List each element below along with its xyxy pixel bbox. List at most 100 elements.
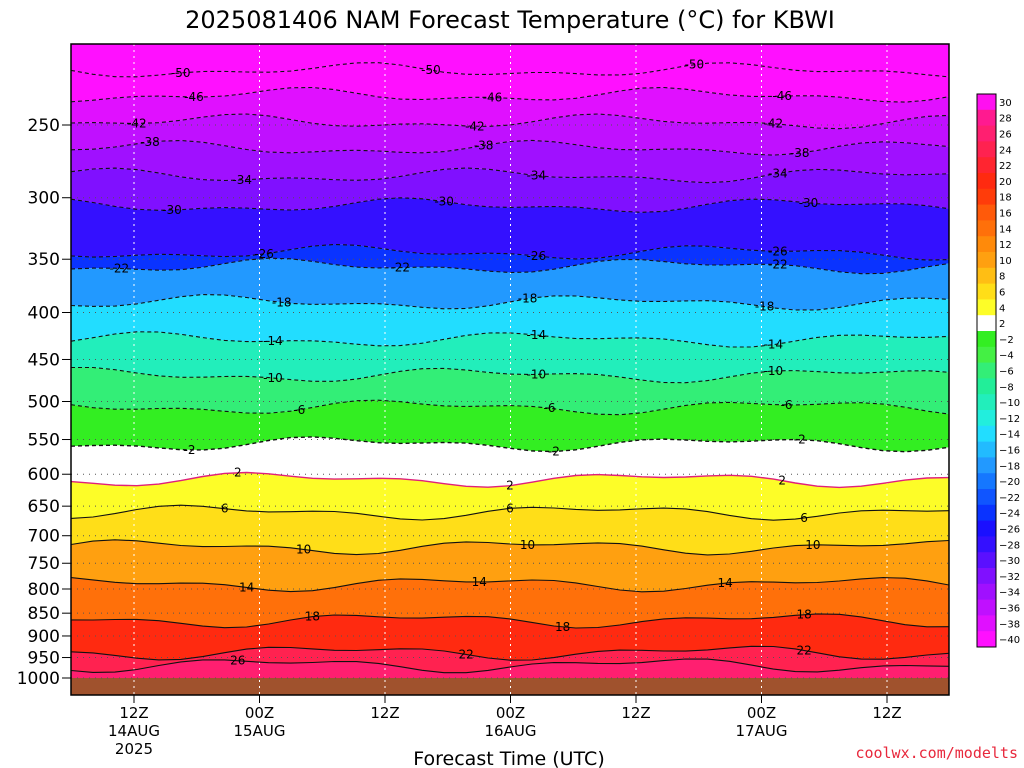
x-tick-label: 17AUG — [736, 722, 788, 740]
contour-line — [71, 577, 949, 593]
contour-label: -14 — [764, 338, 784, 352]
contour-label: -22 — [768, 257, 788, 271]
colorbar-swatch — [977, 315, 996, 332]
colorbar-label: 2 — [999, 319, 1005, 330]
colorbar-label: 18 — [999, 193, 1012, 204]
colorbar-swatch — [977, 331, 996, 348]
colorbar-label: −20 — [999, 477, 1020, 488]
contour-label: -30 — [799, 196, 819, 210]
x-tick-label: 12Z — [872, 704, 901, 722]
y-tick-label: 250 — [28, 116, 60, 136]
x-tick-label: 12Z — [370, 704, 399, 722]
y-tick-label: 850 — [28, 604, 60, 624]
colorbar-label: 24 — [999, 145, 1012, 156]
y-tick-label: 950 — [28, 649, 60, 669]
contour-label: -14 — [263, 334, 283, 348]
colorbar-swatch — [977, 473, 996, 490]
contour-label: 6 — [221, 502, 229, 516]
y-tick-label: 750 — [28, 554, 60, 574]
colorbar-label: −26 — [999, 524, 1020, 535]
contour-line — [71, 294, 949, 311]
contour-label: -42 — [127, 116, 147, 130]
colorbar-swatch — [977, 504, 996, 522]
shading-band — [71, 646, 949, 673]
colorbar-label: −6 — [999, 366, 1014, 377]
contour-label: 26 — [230, 654, 245, 668]
contour-label: -42 — [465, 119, 485, 133]
colorbar-label: 4 — [999, 303, 1005, 314]
chart-title: 2025081406 NAM Forecast Temperature (°C)… — [185, 6, 835, 34]
contour-label: -46 — [772, 89, 792, 103]
contour-line — [71, 658, 949, 674]
contour-label: -30 — [162, 203, 182, 217]
colorbar-label: −32 — [999, 572, 1020, 583]
colorbar-label: −30 — [999, 556, 1020, 567]
shading-band — [71, 613, 949, 661]
colorbar-label: 28 — [999, 114, 1012, 125]
contour-label: -50 — [685, 58, 705, 72]
colorbar-label: 10 — [999, 256, 1012, 267]
contour-line — [71, 471, 949, 489]
y-tick-label: 1000 — [17, 669, 60, 689]
x-tick-label: 16AUG — [485, 722, 537, 740]
contour-line — [71, 62, 949, 78]
contour-label: -18 — [518, 292, 538, 306]
colorbar-label: −40 — [999, 635, 1020, 646]
colorbar-label: −28 — [999, 540, 1020, 551]
y-tick-label: 500 — [28, 393, 60, 413]
y-tick-label: 350 — [28, 250, 60, 270]
contour-label: 2 — [506, 479, 514, 493]
y-tick-label: 400 — [28, 303, 60, 323]
colorbar-label: 6 — [999, 287, 1005, 298]
contour-label: -10 — [527, 367, 547, 381]
colorbar-label: 30 — [999, 98, 1012, 109]
shading-band — [71, 168, 949, 213]
colorbar-swatch — [977, 299, 996, 316]
contour-line — [71, 645, 949, 661]
credit-text: coolwx.com/modelts — [855, 744, 1018, 762]
contour-label: -2 — [794, 433, 806, 447]
colorbar-label: 8 — [999, 272, 1005, 283]
colorbar-label: 14 — [999, 224, 1012, 235]
x-tick-label: 00Z — [747, 704, 776, 722]
contour-label: 18 — [796, 608, 811, 622]
colorbar-label: 22 — [999, 161, 1012, 172]
colorbar-swatch — [977, 204, 996, 221]
contour-label: 14 — [239, 580, 254, 594]
contour-label: 14 — [717, 576, 732, 590]
contour-label: -6 — [544, 401, 556, 415]
colorbar-swatch — [977, 220, 996, 237]
colorbar-label: −12 — [999, 414, 1020, 425]
colorbar-swatch — [977, 236, 996, 253]
contour-label: -34 — [232, 173, 252, 187]
colorbar-swatch — [977, 489, 996, 506]
colorbar: 30 28 26 24 22 20 18 16 14 12 10 8 6 4 2 −2 −4 −6 −8 −10 −12… — [976, 93, 1020, 648]
colorbar-label: −10 — [999, 398, 1020, 409]
colorbar-label: −38 — [999, 619, 1020, 630]
contour-label: 10 — [805, 538, 820, 552]
contour-label: 2 — [234, 466, 242, 480]
colorbar-swatch — [977, 568, 996, 585]
x-tick-label: 00Z — [496, 704, 525, 722]
colorbar-swatch — [977, 109, 996, 127]
shading-band — [71, 472, 949, 521]
x-tick-label: 00Z — [245, 704, 274, 722]
pressure-axis: 250 300 350 400 450 500 550 600 650 700 750 800 850 9… — [17, 116, 71, 689]
colorbar-label: −4 — [999, 351, 1014, 362]
colorbar-swatch — [977, 283, 996, 300]
contour-line — [71, 167, 949, 184]
contour-label: 10 — [520, 538, 535, 552]
contour-line — [71, 197, 949, 213]
colorbar-label: 16 — [999, 208, 1012, 219]
contour-line — [71, 613, 949, 629]
x-tick-label: 14AUG — [108, 722, 160, 740]
x-tick-label: 2025 — [115, 740, 153, 758]
colorbar-swatch — [977, 252, 996, 269]
contour-label: 14 — [472, 575, 487, 589]
colorbar-swatch — [977, 457, 996, 474]
temperature-contours: -50 -50 -50-46 -46 -46-42 -42 -42-38 -38-38-34-… — [71, 58, 949, 674]
colorbar-swatch — [977, 536, 996, 553]
contour-label: -50 — [171, 66, 191, 80]
